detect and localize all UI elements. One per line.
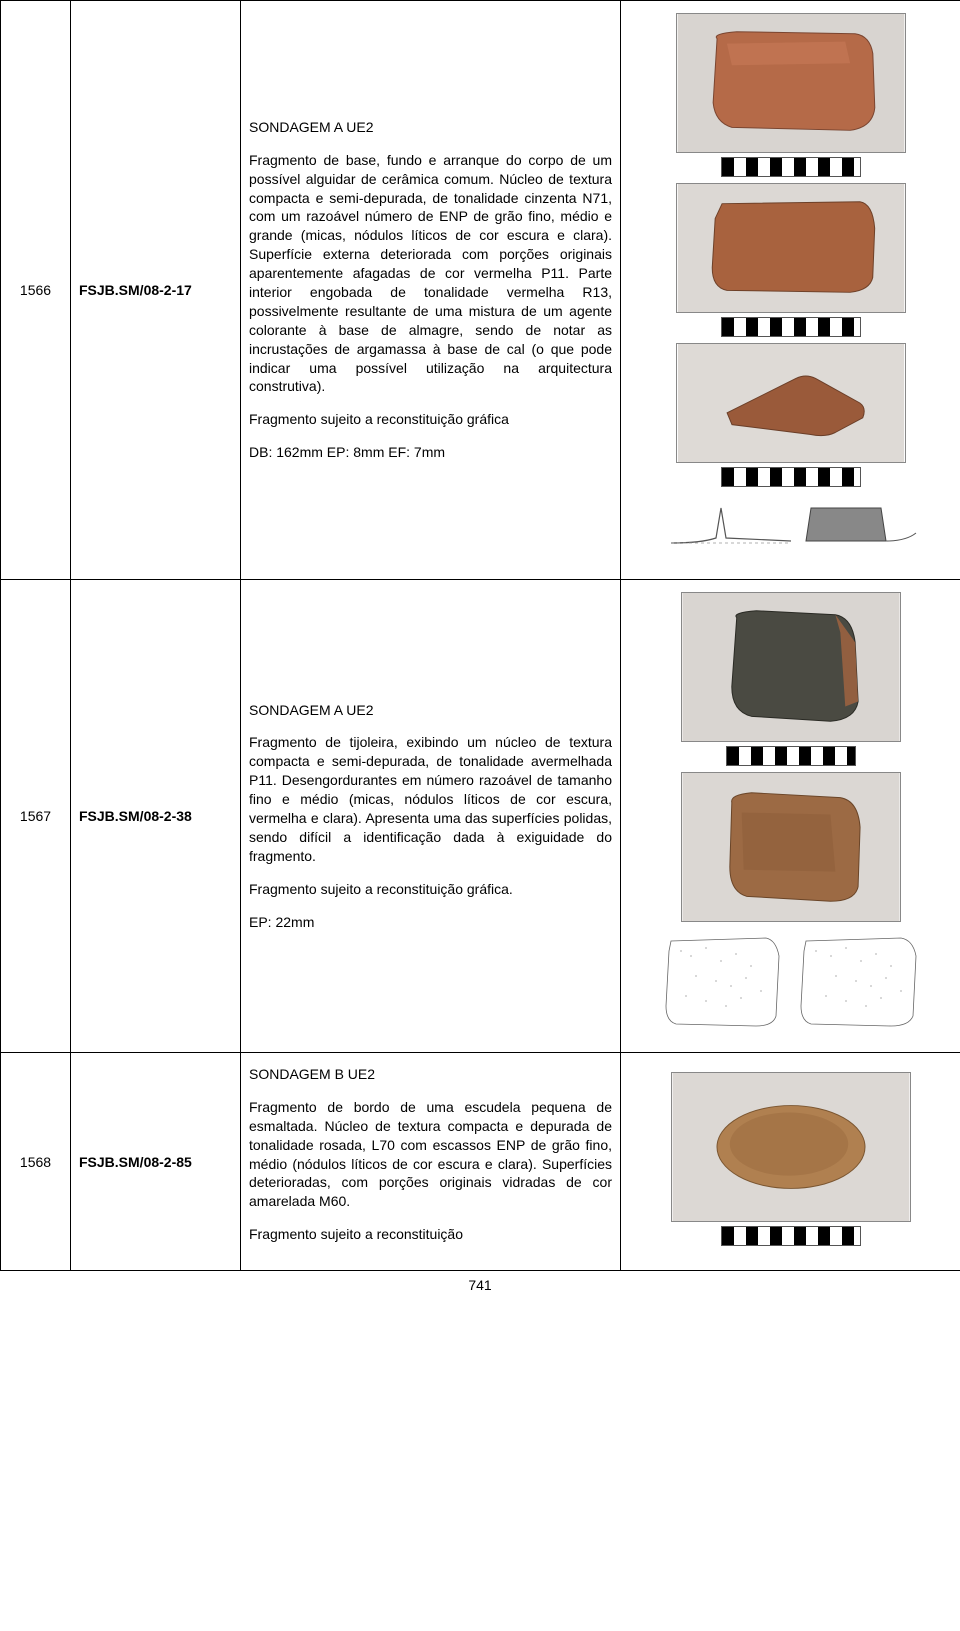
scale-bar: [721, 1226, 861, 1246]
item-ref-cell: FSJB.SM/08-2-38: [71, 580, 241, 1053]
artifact-photo-1: [671, 1072, 911, 1222]
scale-bar: [721, 157, 861, 177]
artifact-photo-1: [676, 13, 906, 153]
item-number: 1568: [20, 1154, 51, 1170]
item-number: 1566: [20, 282, 51, 298]
item-desc-cell: SONDAGEM B UE2 Fragmento de bordo de uma…: [241, 1053, 621, 1271]
item-number-cell: 1566: [1, 1, 71, 580]
item-ref-cell: FSJB.SM/08-2-17: [71, 1, 241, 580]
stipple-sketch: [651, 926, 931, 1036]
item-number-cell: 1568: [1, 1053, 71, 1271]
profile-sketch: [661, 493, 921, 563]
item-reference: FSJB.SM/08-2-17: [79, 282, 192, 298]
catalog-table: 1566 FSJB.SM/08-2-17 SONDAGEM A UE2 Frag…: [0, 0, 960, 1271]
artifact-photo-3: [676, 343, 906, 463]
table-row: 1568 FSJB.SM/08-2-85 SONDAGEM B UE2 Frag…: [1, 1053, 960, 1271]
item-desc-cell: SONDAGEM A UE2 Fragmento de tijoleira, e…: [241, 580, 621, 1053]
item-number: 1567: [20, 808, 51, 824]
item-title: SONDAGEM B UE2: [249, 1065, 612, 1084]
item-image-cell: [621, 1, 960, 580]
item-note: Fragmento sujeito a reconstituição gráfi…: [249, 410, 612, 429]
item-note: Fragmento sujeito a reconstituição: [249, 1225, 612, 1244]
artifact-photo-2: [676, 183, 906, 313]
artifact-photo-1: [681, 592, 901, 742]
item-image-cell: [621, 580, 960, 1053]
scale-bar: [726, 746, 856, 766]
page-number: 741: [0, 1271, 960, 1305]
item-ref-cell: FSJB.SM/08-2-85: [71, 1053, 241, 1271]
item-body: Fragmento de bordo de uma escudela peque…: [249, 1098, 612, 1211]
item-body: Fragmento de tijoleira, exibindo um núcl…: [249, 733, 612, 865]
item-dimensions: EP: 22mm: [249, 913, 612, 932]
scale-bar: [721, 317, 861, 337]
item-desc-cell: SONDAGEM A UE2 Fragmento de base, fundo …: [241, 1, 621, 580]
item-note: Fragmento sujeito a reconstituição gráfi…: [249, 880, 612, 899]
item-image-cell: [621, 1053, 960, 1271]
item-title: SONDAGEM A UE2: [249, 118, 612, 137]
item-reference: FSJB.SM/08-2-38: [79, 808, 192, 824]
item-dimensions: DB: 162mm EP: 8mm EF: 7mm: [249, 443, 612, 462]
table-row: 1567 FSJB.SM/08-2-38 SONDAGEM A UE2 Frag…: [1, 580, 960, 1053]
item-reference: FSJB.SM/08-2-85: [79, 1154, 192, 1170]
item-body: Fragmento de base, fundo e arranque do c…: [249, 151, 612, 397]
item-title: SONDAGEM A UE2: [249, 701, 612, 720]
scale-bar: [721, 467, 861, 487]
item-number-cell: 1567: [1, 580, 71, 1053]
table-row: 1566 FSJB.SM/08-2-17 SONDAGEM A UE2 Frag…: [1, 1, 960, 580]
artifact-photo-2: [681, 772, 901, 922]
